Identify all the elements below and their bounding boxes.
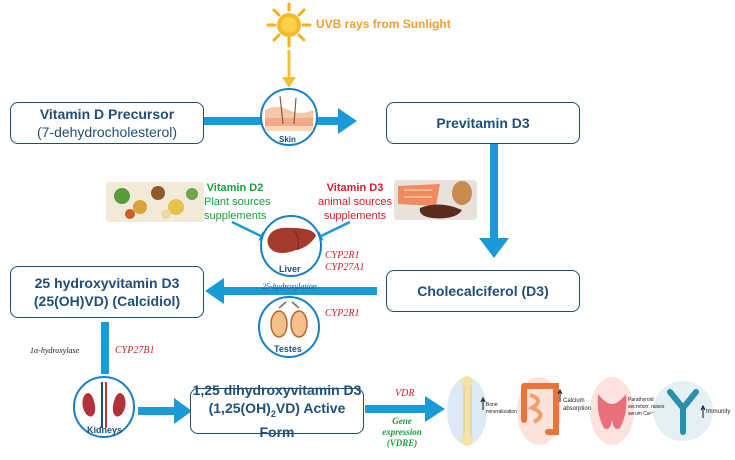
active-sub-a: (1,25(OH) <box>208 400 271 417</box>
enzyme-cyp27a1: CYP27A1 <box>325 262 365 273</box>
active-title: 1,25 dihydroxyvitamin D3 <box>192 382 362 399</box>
kidneys-label: Kidneys <box>87 425 123 435</box>
calcium-effect-label: Calcium absorption <box>563 397 591 413</box>
arrow-down-cholecalciferol <box>490 140 498 240</box>
pth-l2: secretion: raises <box>628 404 665 410</box>
precursor-title: Vitamin D Precursor <box>39 106 175 122</box>
active-sub-subscript: 2 <box>270 408 276 419</box>
vdr-label: VDR <box>395 388 415 399</box>
sun-icon <box>266 2 312 48</box>
vitd3-title: Vitamin D3 <box>326 182 384 194</box>
intestine-icon <box>517 377 561 445</box>
cholecalciferol-title: Cholecalciferol (D3) <box>417 283 549 299</box>
arrow-to-calcidiol <box>222 287 377 295</box>
precursor-box: Vitamin D Precursor (7-dehydrocholestero… <box>10 102 204 144</box>
liver-label: Liver <box>279 264 301 274</box>
arrow-to-effects <box>365 405 427 413</box>
hydroxylation25-label: 25-hydroxylation <box>262 282 317 291</box>
testes-icon <box>258 296 320 358</box>
animal-food-image <box>394 180 477 220</box>
plant-food-image <box>106 182 204 222</box>
calcium-l2: absorption <box>563 406 592 412</box>
bone-l1: Bone <box>486 402 498 408</box>
calcidiol-title: 25 hydroxyvitamin D3 <box>34 275 180 291</box>
skin-label: Skin <box>279 135 296 144</box>
pth-l3: serum Ca²⁺ <box>628 411 654 417</box>
vitd3-line1: animal sources <box>318 196 392 208</box>
skin-icon <box>260 88 318 146</box>
calcidiol-sub: (25(OH)VD) (Calcidiol) <box>33 293 181 309</box>
testes-label: Testes <box>274 344 302 354</box>
pth-effect-label: Parathyroid secretion: raises serum Ca²⁺ <box>628 397 664 418</box>
uvb-label: UVB rays from Sunlight <box>316 17 451 31</box>
active-form-box: 1,25 dihydroxyvitamin D3 (1,25(OH)2VD) A… <box>190 382 364 440</box>
enzyme-cyp2r1: CYP2R1 <box>325 250 360 261</box>
liver-icon <box>260 215 322 277</box>
precursor-sub: (7-dehydrocholesterol) <box>36 124 178 140</box>
gene-expression-label: Gene expression (VDRE) <box>371 416 433 449</box>
vitd3-line2: supplements <box>323 210 387 222</box>
vitd2-line1: Plant sources <box>204 196 271 208</box>
kidneys-icon <box>73 376 135 438</box>
bone-effect-label: Bone mineralization <box>486 402 517 416</box>
bone-l2: mineralization <box>486 409 517 415</box>
pth-l1: Parathyroid <box>628 397 654 403</box>
gene-line1: Gene <box>392 416 412 426</box>
antibody-icon <box>653 381 713 441</box>
thyroid-icon <box>590 377 634 445</box>
bone-icon <box>447 376 487 446</box>
testes-enzyme: CYP2R1 <box>325 308 360 319</box>
arrow-down-kidneys <box>101 322 109 374</box>
liver-enzymes: CYP2R1 CYP27A1 <box>325 250 364 274</box>
kidney-enzyme: CYP27B1 <box>115 345 155 356</box>
previtamin-title: Previtamin D3 <box>436 115 530 131</box>
immunity-effect-label: Immunity <box>706 409 731 415</box>
gene-line2: expression <box>382 427 422 437</box>
increase-arrows <box>480 388 706 418</box>
arrow-to-active <box>138 407 176 415</box>
cholecalciferol-box: Cholecalciferol (D3) <box>386 270 580 312</box>
alpha-hydroxylase-label: 1α-hydroxylase <box>30 346 80 355</box>
arrow-d3-to-liver <box>312 220 351 241</box>
arrow-d2-to-liver <box>231 220 270 241</box>
gene-line3: (VDRE) <box>386 438 418 448</box>
vitd2-title: Vitamin D2 <box>206 182 264 194</box>
vitd2-block: Vitamin D2 Plant sources supplements <box>204 181 271 223</box>
vitd2-line2: supplements <box>204 210 267 222</box>
previtamin-box: Previtamin D3 <box>386 102 580 144</box>
active-sub-b: VD) Active Form <box>259 400 346 440</box>
calcidiol-box: 25 hydroxyvitamin D3 (25(OH)VD) (Calcidi… <box>10 266 204 318</box>
calcium-l1: Calcium <box>563 398 585 404</box>
vitd3-block: Vitamin D3 animal sources supplements <box>315 181 395 223</box>
